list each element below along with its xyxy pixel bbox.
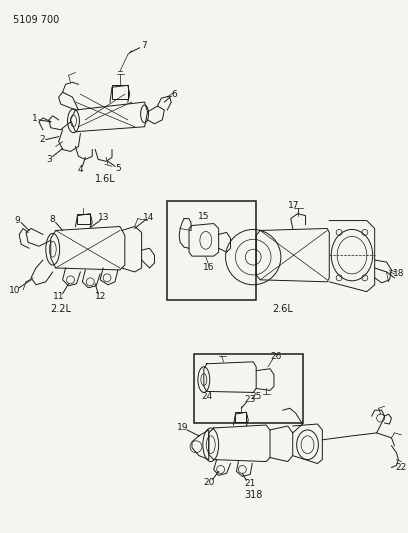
Text: 20: 20 xyxy=(203,478,215,487)
Text: 2.2L: 2.2L xyxy=(50,304,71,314)
Text: 22: 22 xyxy=(396,463,407,472)
Text: 8: 8 xyxy=(49,215,55,224)
Text: 16: 16 xyxy=(203,263,215,272)
Text: 7: 7 xyxy=(141,41,146,50)
Bar xyxy=(78,214,90,223)
Text: 318: 318 xyxy=(244,490,262,500)
Bar xyxy=(194,354,303,423)
Text: 6: 6 xyxy=(171,90,177,99)
Text: 11: 11 xyxy=(53,292,64,301)
Text: 17: 17 xyxy=(288,201,299,210)
Bar xyxy=(112,85,128,99)
Text: 2: 2 xyxy=(39,135,45,144)
Text: 5: 5 xyxy=(115,164,121,173)
Text: 3: 3 xyxy=(46,155,52,164)
Text: 15: 15 xyxy=(198,212,210,221)
Text: 5109 700: 5109 700 xyxy=(13,15,60,25)
Text: 18: 18 xyxy=(392,269,404,278)
Text: 1.6L: 1.6L xyxy=(95,174,115,184)
Text: 25: 25 xyxy=(251,392,262,401)
Text: 9: 9 xyxy=(14,216,20,225)
Text: 1: 1 xyxy=(32,115,38,123)
Text: 23: 23 xyxy=(244,395,256,404)
Text: 10: 10 xyxy=(9,286,20,295)
Text: 2.6L: 2.6L xyxy=(273,304,293,314)
Text: 13: 13 xyxy=(98,213,110,222)
Text: 19: 19 xyxy=(177,423,189,432)
Bar xyxy=(235,412,246,422)
Text: 21: 21 xyxy=(244,479,256,488)
Bar xyxy=(167,201,256,300)
Text: 4: 4 xyxy=(78,165,83,174)
Text: 26: 26 xyxy=(270,352,282,361)
Text: 14: 14 xyxy=(143,213,154,222)
Text: 24: 24 xyxy=(201,392,213,401)
Text: 12: 12 xyxy=(95,292,106,301)
